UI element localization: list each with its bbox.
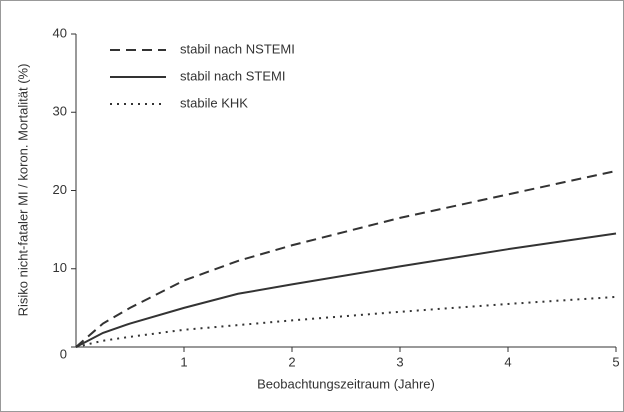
x-tick-label: 4 [504,354,511,369]
y-tick-label: 0 [60,346,67,361]
legend-label: stabil nach NSTEMI [180,41,295,56]
x-tick-label: 2 [288,354,295,369]
legend-label: stabil nach STEMI [180,68,286,83]
series-line [75,169,617,348]
series-line [75,295,617,348]
x-tick-label: 1 [180,354,187,369]
y-tick-label: 40 [53,25,67,40]
y-tick-label: 10 [53,260,67,275]
y-tick-label: 30 [53,104,67,119]
x-tick-label: 3 [396,354,403,369]
y-axis-label: Risiko nicht-fataler MI / koron. Mortali… [15,64,30,317]
series-line [75,232,617,348]
x-tick-label: 5 [612,354,619,369]
y-tick-label: 20 [53,182,67,197]
x-axis-label: Beobachtungszeitraum (Jahre) [257,376,435,391]
legend-label: stabile KHK [180,95,248,110]
